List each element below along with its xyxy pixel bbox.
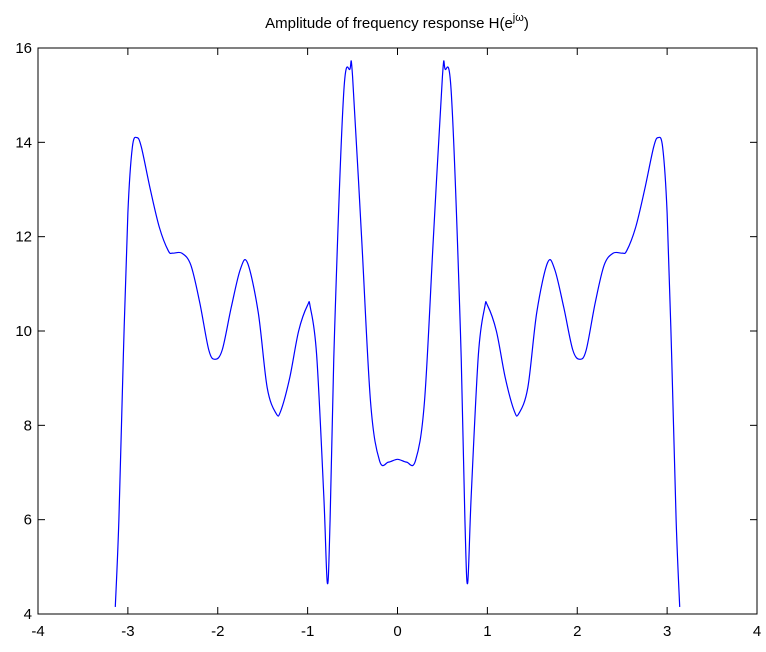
x-tick-label: 1 <box>483 623 491 640</box>
x-tick-label: 4 <box>753 623 761 640</box>
title-main: Amplitude of frequency response H(e <box>265 15 513 32</box>
title-superscript: jω <box>512 12 524 24</box>
chart-title: Amplitude of frequency response H(ejω) <box>265 12 529 32</box>
x-tick-label: -4 <box>31 623 44 640</box>
y-tick-label: 8 <box>24 417 32 434</box>
y-tick-label: 6 <box>24 512 32 529</box>
x-tick-label: 3 <box>663 623 671 640</box>
y-tick-label: 16 <box>15 40 32 57</box>
line <box>114 60 681 607</box>
y-tick-label: 4 <box>24 606 32 623</box>
y-tick-label: 14 <box>15 134 32 151</box>
x-tick-label: -3 <box>121 623 134 640</box>
y-tick-label: 12 <box>15 229 32 246</box>
x-tick-label: -2 <box>211 623 224 640</box>
x-tick-label: 2 <box>573 623 581 640</box>
y-tick-label: 10 <box>15 323 32 340</box>
title-end: ) <box>524 15 529 32</box>
x-tick-label: -1 <box>301 623 314 640</box>
x-tick-label: 0 <box>393 623 401 640</box>
